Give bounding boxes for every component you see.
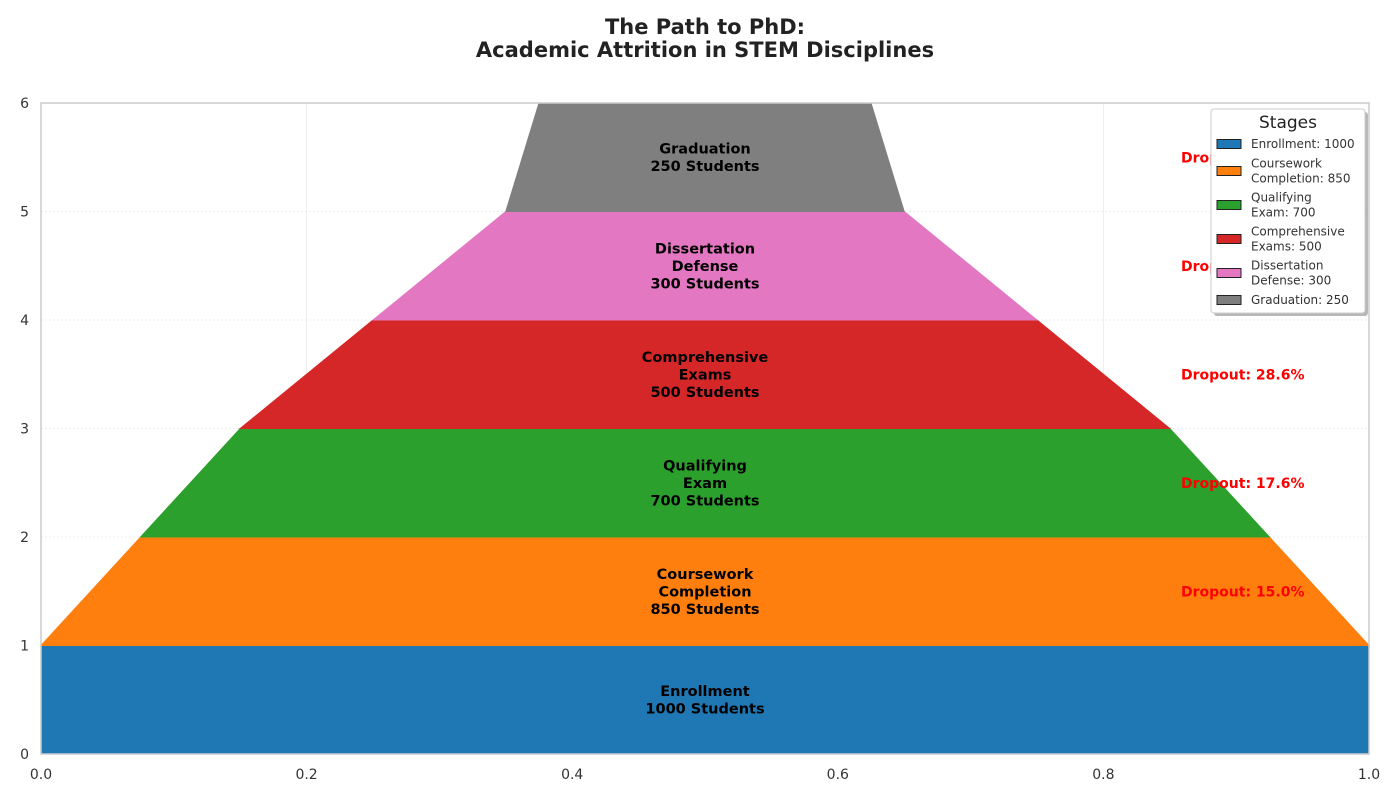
stage-label-dissertation-defense: Dissertation Defense 300 Students [650, 241, 759, 292]
legend-entry-line: Defense: 300 [1251, 274, 1331, 288]
legend-entry-line: Comprehensive [1251, 225, 1345, 239]
legend-entry: Qualifying Exam: 700 [1251, 191, 1316, 220]
chart-title: The Path to PhD:Academic Attrition in ST… [476, 15, 934, 62]
legend-entry-line: Qualifying [1251, 191, 1312, 205]
stage-label-coursework-completion: Coursework Completion 850 Students [650, 567, 759, 618]
legend-entry-line: Completion: 850 [1251, 172, 1351, 186]
legend-entry: Comprehensive Exams: 500 [1251, 225, 1345, 254]
y-tick-label: 0 [20, 747, 29, 763]
stage-label-line: Exam [683, 476, 727, 492]
legend-swatch [1216, 200, 1242, 210]
dropout-label-coursework-completion: Dropout: 15.0% [1181, 584, 1304, 600]
legend-entry-line: Exam: 700 [1251, 206, 1316, 220]
stage-label-line: Completion [658, 584, 751, 600]
dropout-label-qualifying-exam: Dropout: 17.6% [1181, 476, 1304, 492]
stage-label-enrollment: Enrollment 1000 Students [645, 684, 764, 718]
stage-label-line: 700 Students [650, 493, 759, 509]
stage-label-line: Dissertation [655, 241, 755, 257]
legend-swatch [1216, 139, 1242, 149]
funnel-stages [39, 102, 1371, 755]
x-tick-label: 0.6 [827, 767, 849, 783]
x-tick-label: 0.8 [1092, 767, 1114, 783]
stage-label-graduation: Graduation 250 Students [650, 142, 759, 176]
stage-labels: Enrollment 1000 Students Coursework Complet… [642, 142, 769, 718]
legend-swatch [1216, 166, 1242, 176]
legend-entry: Coursework Completion: 850 [1251, 157, 1351, 186]
x-tick-label: 1.0 [1358, 767, 1380, 783]
chart-title-line: The Path to PhD: [605, 15, 805, 39]
axis-ticks: 0.0 0.2 0.4 0.6 0.8 1.0 0 1 2 3 4 5 6 [20, 96, 1380, 783]
legend: Stages Enrollment: 1000 Coursework Completi… [1210, 108, 1368, 316]
stage-label-line: Exams [679, 367, 732, 383]
stage-label-line: 250 Students [650, 159, 759, 175]
stage-label-line: Qualifying [663, 458, 747, 474]
legend-swatch [1216, 268, 1242, 278]
y-tick-label: 2 [20, 530, 29, 546]
y-tick-label: 3 [20, 422, 29, 438]
legend-entry-line: Graduation: 250 [1251, 293, 1349, 307]
legend-entry-line: Enrollment: 1000 [1251, 137, 1355, 151]
dropout-label-comprehensive-exams: Dropout: 28.6% [1181, 367, 1304, 383]
legend-entry: Dissertation Defense: 300 [1251, 259, 1331, 288]
legend-entry: Graduation: 250 [1251, 293, 1349, 307]
legend-swatch [1216, 295, 1242, 305]
stage-label-line: 500 Students [650, 385, 759, 401]
legend-entry-line: Dissertation [1251, 259, 1323, 273]
stage-label-line: Defense [672, 259, 739, 275]
legend-box [1210, 108, 1366, 314]
stage-label-comprehensive-exams: Comprehensive Exams 500 Students [642, 350, 769, 401]
legend-entry: Enrollment: 1000 [1251, 137, 1355, 151]
stage-label-line: Coursework [657, 567, 754, 583]
y-tick-label: 6 [20, 96, 29, 112]
stage-label-line: 1000 Students [645, 702, 764, 718]
stage-label-line: Comprehensive [642, 350, 769, 366]
legend-title: Stages [1259, 113, 1317, 133]
legend-swatch [1216, 234, 1242, 244]
stage-label-line: 850 Students [650, 602, 759, 618]
y-tick-label: 4 [20, 313, 29, 329]
x-tick-label: 0.4 [561, 767, 583, 783]
x-tick-label: 0.0 [30, 767, 52, 783]
stage-label-qualifying-exam: Qualifying Exam 700 Students [650, 458, 759, 509]
stage-label-line: Graduation [659, 142, 751, 158]
stage-label-line: Enrollment [660, 684, 750, 700]
y-tick-label: 5 [20, 205, 29, 221]
legend-entry-line: Coursework [1251, 157, 1322, 171]
stage-label-line: 300 Students [650, 276, 759, 292]
x-tick-label: 0.2 [295, 767, 317, 783]
plot-frame [40, 102, 1370, 755]
y-tick-label: 1 [20, 639, 29, 655]
chart-title-line: Academic Attrition in STEM Disciplines [476, 38, 934, 62]
legend-entry-line: Exams: 500 [1251, 240, 1322, 254]
